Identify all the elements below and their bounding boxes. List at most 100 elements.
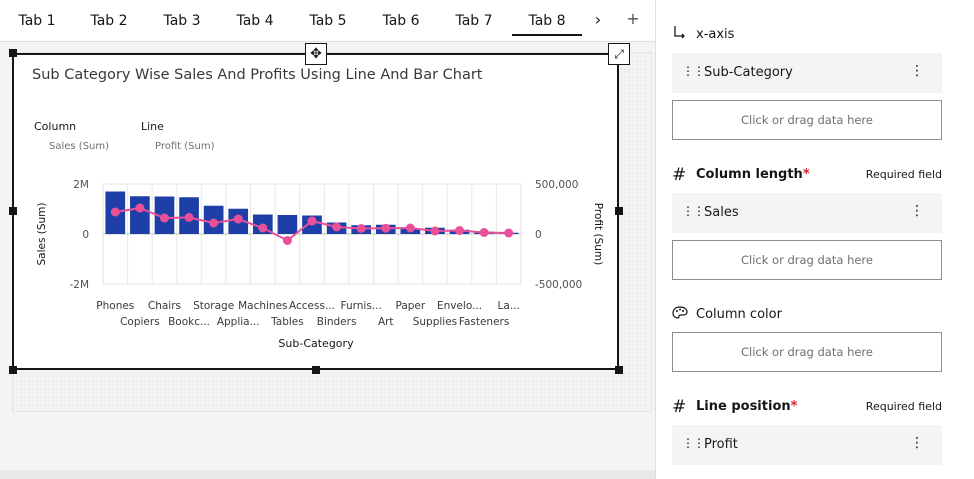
xaxis-field-label: Sub-Category xyxy=(704,65,793,80)
bar-Tables xyxy=(277,215,298,234)
xaxis-field-pill[interactable]: ⋮⋮ Sub-Category ⋮ xyxy=(672,53,942,93)
x-tick-label: Bookc... xyxy=(168,316,210,328)
chart-widget[interactable]: Sub Category Wise Sales And Profits Usin… xyxy=(12,53,619,370)
add-tab-icon[interactable]: + xyxy=(626,9,640,28)
legend-line-label: Line xyxy=(141,120,164,133)
line-position-title: Line position* xyxy=(696,399,798,414)
hash-icon: # xyxy=(672,397,687,417)
tab-7[interactable]: Tab 7 xyxy=(455,13,493,29)
xaxis-title: x-axis xyxy=(696,27,735,42)
bar-Copiers xyxy=(130,196,150,234)
chart-title: Sub Category Wise Sales And Profits Usin… xyxy=(32,67,483,83)
line-position-field-pill[interactable]: ⋮⋮ Profit ⋮ xyxy=(672,425,942,465)
overflow-menu-icon[interactable]: ⋮ xyxy=(910,435,924,451)
field-panel: x-axis ⋮⋮ Sub-Category ⋮ Click or drag d… xyxy=(655,0,974,479)
axis-icon xyxy=(672,25,686,43)
drag-handle-icon[interactable]: ⋮⋮ xyxy=(682,436,705,450)
legend-column-label: Column xyxy=(34,120,77,133)
x-tick-label: Access... xyxy=(289,300,335,312)
x-tick-label: Furnis... xyxy=(341,300,382,312)
resize-handle-top-left[interactable] xyxy=(9,49,17,57)
x-tick-label: Art xyxy=(378,316,394,328)
profit-point-Machines xyxy=(258,223,268,233)
canvas-area: Tab 1 Tab 2 Tab 3 Tab 4 Tab 5 Tab 6 Tab … xyxy=(0,0,655,412)
x-tick-label: Fasteners xyxy=(459,316,509,328)
y2-axis-title: Profit (Sum) xyxy=(592,203,604,265)
resize-handle-bottom[interactable] xyxy=(312,366,320,374)
tab-1[interactable]: Tab 1 xyxy=(18,13,56,29)
x-tick-label: Paper xyxy=(395,300,425,312)
column-color-title: Column color xyxy=(696,307,782,322)
profit-point-Copiers xyxy=(135,203,145,213)
profit-point-Envelo... xyxy=(455,226,465,235)
column-length-field-pill[interactable]: ⋮⋮ Sales ⋮ xyxy=(672,193,942,233)
horizontal-scrollbar[interactable] xyxy=(0,470,655,479)
y-tick-label: 2M xyxy=(73,179,89,191)
column-color-drop-zone[interactable]: Click or drag data here xyxy=(672,332,942,372)
profit-point-Tables xyxy=(282,236,292,245)
column-length-required: Required field xyxy=(865,168,942,181)
line-position-field-label: Profit xyxy=(704,437,738,452)
line-position-required: Required field xyxy=(865,400,942,413)
x-tick-label: Binders xyxy=(317,316,357,328)
x-axis-title: Sub-Category xyxy=(278,337,354,350)
y2-tick-label: 500,000 xyxy=(535,179,578,191)
legend-column-value: Sales (Sum) xyxy=(49,141,110,152)
profit-point-Access... xyxy=(307,216,317,226)
overflow-menu-icon[interactable]: ⋮ xyxy=(910,63,924,79)
profit-point-Paper xyxy=(405,223,415,233)
y2-tick-label: 0 xyxy=(535,229,542,241)
profit-point-Phones xyxy=(110,207,120,217)
xaxis-drop-zone[interactable]: Click or drag data here xyxy=(672,100,942,140)
profit-point-Storage xyxy=(209,218,219,228)
profit-point-Fasteners xyxy=(479,228,489,237)
combo-chart: 2M 0 -2M 500,000 0 -500,000 Sales (Sum) Profit … xyxy=(36,179,604,350)
overflow-menu-icon[interactable]: ⋮ xyxy=(910,203,924,219)
expand-icon[interactable]: ⤢ xyxy=(608,43,630,65)
resize-handle-left[interactable] xyxy=(9,207,17,215)
profit-point-Binders xyxy=(332,222,342,232)
x-tick-label: Applia... xyxy=(217,316,260,328)
y-tick-label: 0 xyxy=(82,229,89,241)
resize-handle-bottom-right[interactable] xyxy=(615,366,623,374)
profit-point-Supplies xyxy=(430,226,440,236)
x-tick-label: Supplies xyxy=(413,316,457,328)
tab-bar: Tab 1 Tab 2 Tab 3 Tab 4 Tab 5 Tab 6 Tab … xyxy=(0,0,655,42)
x-tick-label: Storage xyxy=(193,300,234,312)
profit-point-Art xyxy=(381,223,391,233)
y-axis-title: Sales (Sum) xyxy=(36,202,48,265)
profit-point-Bookc... xyxy=(184,213,194,222)
tab-8[interactable]: Tab 8 xyxy=(512,0,582,42)
tab-3[interactable]: Tab 3 xyxy=(163,13,201,29)
x-tick-label: Envelo... xyxy=(437,300,482,312)
tab-6[interactable]: Tab 6 xyxy=(382,13,420,29)
y2-tick-label: -500,000 xyxy=(535,279,582,291)
drag-handle-icon[interactable]: ⋮⋮ xyxy=(682,64,705,78)
profit-point-La... xyxy=(504,228,514,238)
column-length-title: Column length* xyxy=(696,167,810,182)
column-length-drop-zone[interactable]: Click or drag data here xyxy=(672,240,942,280)
chevron-right-icon[interactable]: › xyxy=(594,10,602,29)
x-tick-label: Tables xyxy=(270,316,304,328)
legend-line-value: Profit (Sum) xyxy=(155,141,215,152)
drag-handle-icon[interactable]: ⋮⋮ xyxy=(682,204,705,218)
move-icon[interactable]: ✥ xyxy=(305,43,327,65)
tab-4[interactable]: Tab 4 xyxy=(236,13,274,29)
x-tick-label: Phones xyxy=(96,300,134,312)
hash-icon: # xyxy=(672,165,687,185)
x-tick-label: Machines xyxy=(238,300,287,312)
tab-5[interactable]: Tab 5 xyxy=(309,13,347,29)
profit-point-Furnis... xyxy=(356,224,366,233)
x-tick-label: Copiers xyxy=(120,316,160,328)
profit-point-Applia... xyxy=(233,214,243,224)
resize-handle-bottom-left[interactable] xyxy=(9,366,17,374)
tab-2[interactable]: Tab 2 xyxy=(90,13,128,29)
resize-handle-right[interactable] xyxy=(615,207,623,215)
profit-point-Chairs xyxy=(159,213,169,223)
x-tick-label: Chairs xyxy=(148,300,181,312)
y-tick-label: -2M xyxy=(69,279,89,291)
palette-icon xyxy=(672,306,688,324)
column-length-field-label: Sales xyxy=(704,205,739,220)
x-tick-label: La... xyxy=(498,300,520,312)
